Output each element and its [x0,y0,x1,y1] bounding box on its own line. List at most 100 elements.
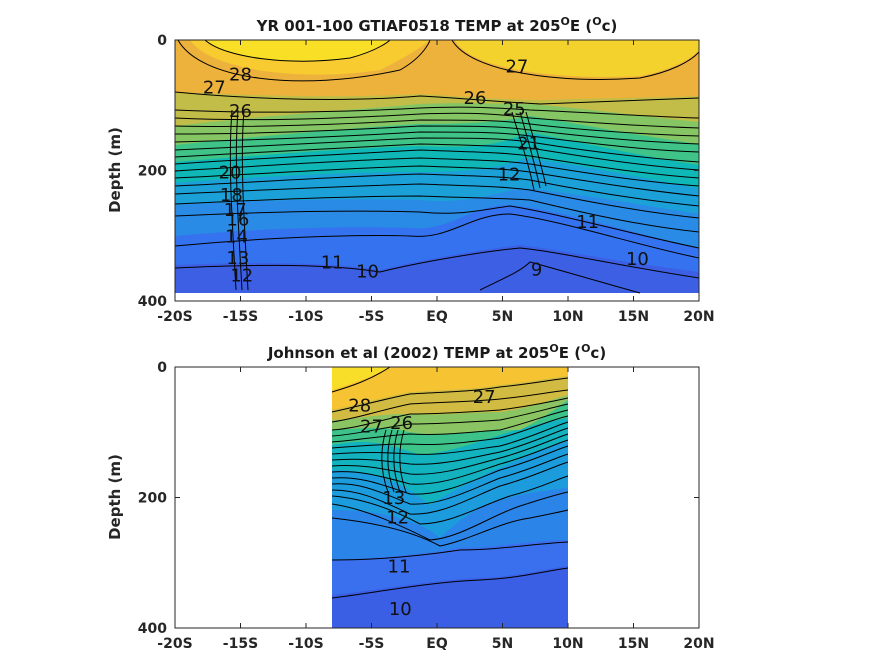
top-contour-label: 16 [226,209,249,230]
top-xtick-label: 15N [618,309,649,325]
bottom-contour-14 [331,475,569,525]
top-contour-label: 13 [226,248,249,269]
bottom-crowd [381,429,407,493]
top-contour-label: 26 [464,88,487,109]
top-contour-22 [175,125,699,145]
top-contour-14 [175,183,699,219]
top-contour-19 [175,143,699,171]
top-xtick-label: -15S [223,309,258,325]
top-contours [175,40,699,294]
top-xtick-label: -5S [359,309,385,325]
bottom-ytick-label: 400 [138,621,167,637]
top-contour-label: 9 [531,260,542,281]
bottom-xtick-label: -20S [157,636,192,652]
bottom-contour-label: 12 [386,508,409,529]
top-crowded-contours [229,109,547,291]
top-xtick-label: 5N [492,309,513,325]
top-title: YR 001-100 GTIAF0518 TEMP at 205OE (Oc) [256,15,618,35]
bottom-contour-label: 27 [360,416,383,437]
top-contour-label: 21 [517,134,540,155]
top-contour-label: 12 [498,164,521,185]
bottom-contour-12 [331,509,569,547]
top-tick-marks [174,39,700,302]
top-contour-label: 28 [229,64,252,85]
bottom-ylabel: Depth (m) [106,454,124,540]
top-contour-26 [175,91,699,105]
top-ytick-label: 0 [157,33,167,49]
top-contour-15 [175,173,699,207]
top-xtick-label: 10N [552,309,583,325]
bottom-band-28 [332,367,390,390]
bottom-contours [331,367,569,599]
bottom-contour-24 [331,403,569,437]
bottom-contour-27 [331,377,569,413]
top-ytick-label: 400 [138,294,167,310]
top-contour-9 [479,261,641,294]
bottom-contour-11 [331,541,569,561]
top-contour-label: 25 [503,99,526,120]
bottom-contour-20 [331,427,569,465]
bottom-ytick-label: 0 [157,360,167,376]
bottom-contour-label: 10 [389,599,412,620]
top-xtick-label: 20N [683,309,714,325]
top-contour-20 [175,137,699,163]
bottom-title-main: Johnson et al (2002) TEMP at 205 [267,344,550,362]
top-title-unit: c) [602,17,618,35]
bottom-contour-21 [331,421,569,455]
top-panel: 282727262625212018171614131212111110109 … [106,15,715,325]
bottom-contour-25 [331,397,569,431]
top-contour-label: 10 [356,262,379,283]
bottom-band-27 [332,367,568,410]
bottom-contour-22 [331,415,569,449]
top-crowd-south [229,109,249,291]
top-contour-label: 10 [626,249,649,270]
top-band-28 [205,40,390,62]
top-contour-label: 11 [321,252,344,273]
bottom-tick-marks [174,366,700,629]
top-contour-label: 20 [219,162,242,183]
bottom-xtick-label: 15N [618,636,649,652]
top-contour-24 [175,112,699,129]
bottom-contour-label: 11 [388,557,411,578]
top-title-main: YR 001-100 GTIAF0518 TEMP at 205 [256,17,561,35]
bottom-title: Johnson et al (2002) TEMP at 205OE (Oc) [267,342,606,362]
bottom-xtick-label: EQ [426,636,448,652]
top-contour-label: 17 [224,200,247,221]
top-contour-17 [175,157,699,187]
bottom-contour-17 [331,445,569,495]
bottom-crowded-contours [381,429,407,493]
top-contour-10 [175,247,699,279]
top-contour-21 [175,131,699,153]
top-ytick-label: 200 [138,164,167,180]
bottom-contour-13 [331,491,569,541]
bottom-contour-28 [331,367,391,393]
top-ylabel: Depth (m) [106,127,124,213]
top-title-tail: E ( [570,17,592,35]
top-contour-13 [175,195,699,233]
top-contour-label: 18 [220,185,243,206]
bottom-contour-16 [331,453,569,505]
top-xtick-labels: -20S -15S -10S -5S EQ 5N 10N 15N 20N [157,309,714,325]
bottom-ytick-label: 200 [138,491,167,507]
top-contour-16 [175,165,699,197]
top-contour-11 [175,213,699,259]
bottom-contour-label: 27 [473,387,496,408]
top-crowd-north [511,111,547,191]
top-xtick-label: -20S [157,309,192,325]
top-contour-label: 12 [230,265,253,286]
top-contour-18 [175,149,699,179]
bottom-xtick-labels: -20S -15S -10S -5S EQ 5N 10N 15N 20N [157,636,714,652]
bottom-ytick-labels: 0 200 400 [138,360,167,637]
top-contour-label: 14 [225,226,248,247]
bottom-title-tail: E ( [559,344,581,362]
top-contour-label: 27 [505,57,528,78]
bottom-xtick-label: -10S [288,636,323,652]
bottom-contour-label: 13 [382,488,405,509]
bottom-contour-10 [331,567,569,599]
top-title-degree: O [561,15,570,28]
bottom-xtick-label: -5S [359,636,385,652]
